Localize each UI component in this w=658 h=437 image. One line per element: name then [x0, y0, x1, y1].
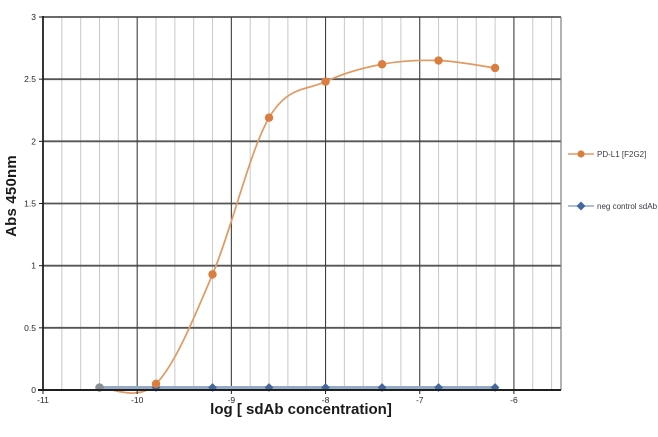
- legend-marker-pdl1: [568, 150, 594, 158]
- x-tick-label: -9: [228, 395, 236, 405]
- pdl1-point: [208, 270, 217, 279]
- y-tick-label: 2: [31, 136, 36, 146]
- y-tick-label: 2.5: [24, 74, 36, 84]
- legend-item-neg-control: neg control sdAb: [568, 201, 657, 211]
- x-tick-label: -6: [510, 395, 518, 405]
- legend-item-pdl1: PD-L1 [F2G2]: [568, 149, 657, 159]
- pdl1-curve: [99, 59, 496, 394]
- y-tick-label: 1: [31, 261, 36, 271]
- legend-marker-neg-control: [568, 201, 594, 211]
- legend-label-neg-control: neg control sdAb: [597, 201, 658, 211]
- y-tick-label: 0: [31, 385, 36, 395]
- y-tick-label: 0.5: [24, 323, 36, 333]
- pdl1-point: [490, 63, 500, 73]
- x-tick-label: -8: [322, 395, 330, 405]
- pdl1-point: [377, 60, 387, 69]
- x-tick-label: -11: [37, 395, 49, 405]
- x-axis-title: log [ sdAb concentration]: [210, 401, 392, 418]
- x-tick-label: -10: [131, 395, 144, 405]
- x-tick-label: -7: [416, 395, 424, 405]
- legend: PD-L1 [F2G2] neg control sdAb: [568, 149, 657, 211]
- pdl1-point: [321, 77, 330, 86]
- legend-diamond-marker-icon: [576, 201, 586, 211]
- pdl1-point: [434, 56, 443, 65]
- pdl1-point: [151, 379, 161, 388]
- legend-circle-marker-icon: [577, 150, 585, 158]
- legend-label-pdl1: PD-L1 [F2G2]: [597, 149, 647, 159]
- y-axis-title: Abs 450nm: [3, 155, 20, 237]
- pdl1-point: [264, 113, 274, 122]
- y-tick-label: 3: [31, 12, 36, 22]
- y-tick-label: 1.5: [24, 199, 36, 209]
